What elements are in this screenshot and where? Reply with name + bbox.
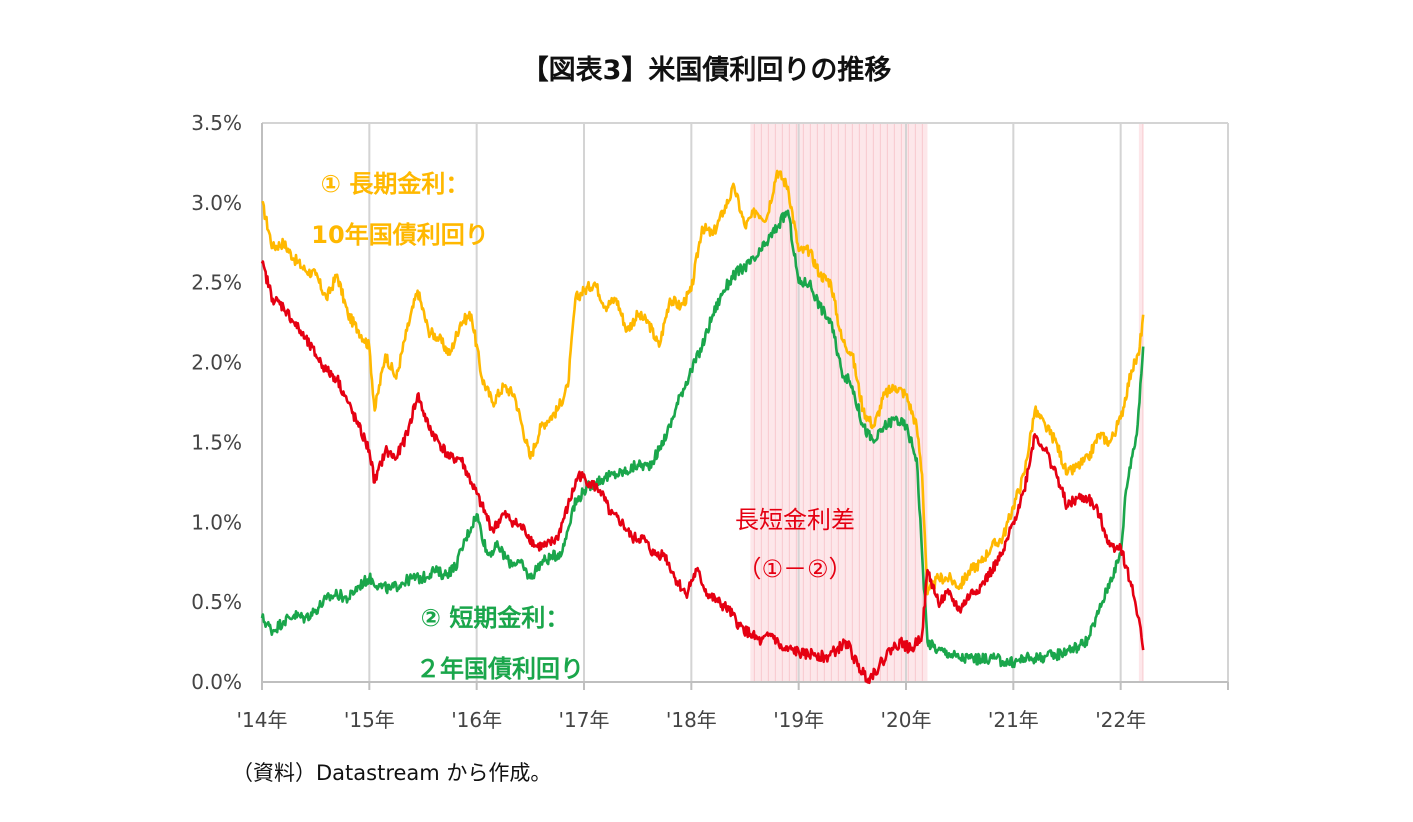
- x-tick-label-8: '22年: [1095, 708, 1146, 732]
- x-tick-label-4: '18年: [666, 708, 717, 732]
- shaded-period-1: [1138, 123, 1144, 682]
- y-tick-label-7: 3.5%: [191, 111, 242, 135]
- y-tick-label-0: 0.0%: [191, 670, 242, 694]
- shaded-period-0: [750, 123, 928, 682]
- x-tick-labels: '14年 '15年 '16年 '17年 '18年 '19年 '20年 '21年 '22年: [237, 708, 1147, 732]
- y-tick-label-1: 0.5%: [191, 590, 242, 614]
- x-tick-label-5: '19年: [773, 708, 824, 732]
- x-tick-label-7: '21年: [988, 708, 1039, 732]
- x-tick-label-1: '15年: [344, 708, 395, 732]
- shaded-periods: [750, 123, 1144, 682]
- annotation-spread-line2: （①－②）: [737, 555, 852, 583]
- annotation-short-rate-line2: ２年国債利回り: [416, 655, 584, 683]
- series-line-short: [260, 209, 1145, 669]
- y-tick-label-4: 2.0%: [191, 351, 242, 375]
- annotation-long-rate-line1: ① 長期金利：: [321, 170, 470, 198]
- y-tick-labels: 0.0% 0.5% 1.0% 1.5% 2.0% 2.5% 3.0% 3.5%: [191, 111, 242, 694]
- y-tick-label-3: 1.5%: [191, 430, 242, 454]
- x-tick-label-2: '16年: [451, 708, 502, 732]
- x-tick-label-3: '17年: [559, 708, 610, 732]
- source-note: （資料）Datastream から作成。: [232, 761, 552, 785]
- y-tick-label-2: 1.0%: [191, 510, 242, 534]
- x-tick-label-0: '14年: [237, 708, 288, 732]
- grid: [261, 122, 1229, 682]
- annotation-short-rate-line1: ② 短期金利：: [421, 604, 570, 632]
- series-line-spread: [260, 260, 1145, 685]
- axes: [261, 123, 1229, 690]
- annotation-long-rate-line2: 10年国債利回り: [311, 221, 488, 249]
- y-tick-label-6: 3.0%: [191, 191, 242, 215]
- annotation-spread-line1: 長短金利差: [735, 506, 855, 534]
- series-line-long: [261, 169, 1145, 596]
- y-tick-label-5: 2.5%: [191, 271, 242, 295]
- series: [260, 169, 1145, 685]
- chart-title: 【図表3】米国債利回りの推移: [521, 55, 892, 86]
- x-tick-label-6: '20年: [881, 708, 932, 732]
